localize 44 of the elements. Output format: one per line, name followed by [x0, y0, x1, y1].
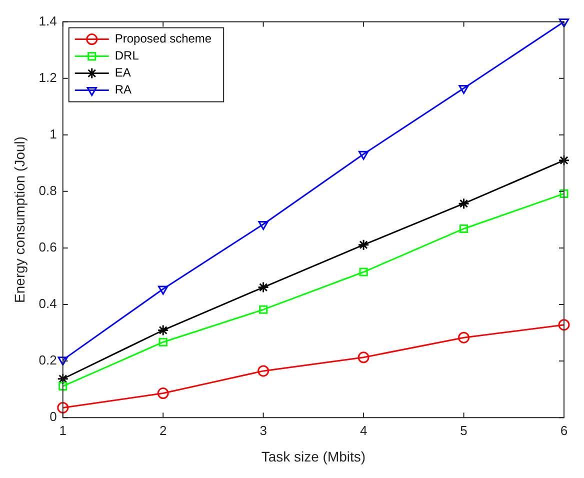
- point: [358, 150, 369, 160]
- point: [560, 189, 568, 198]
- y-tick-label: 1: [50, 126, 57, 142]
- y-tick-label: 0.8: [38, 183, 57, 198]
- point: [459, 224, 468, 234]
- legend-label: EA: [114, 66, 131, 80]
- x-tick-label: 4: [360, 422, 368, 438]
- point: [458, 84, 469, 94]
- point: [558, 319, 570, 331]
- point: [359, 268, 368, 276]
- point: [57, 402, 69, 414]
- point: [258, 220, 268, 230]
- point: [58, 382, 68, 391]
- x-tick-label: 5: [460, 422, 468, 438]
- legend-label: Proposed scheme: [114, 32, 212, 46]
- y-tick-label: 1.4: [38, 13, 57, 28]
- point: [58, 356, 68, 366]
- point: [57, 373, 69, 385]
- x-tick-label: 2: [159, 422, 167, 438]
- point: [458, 332, 470, 344]
- x-tick-label: 1: [59, 422, 66, 438]
- x-axis-title: Task size (Mbits): [261, 448, 366, 464]
- x-tick-label: 6: [560, 422, 568, 438]
- y-tick-label: 0.2: [38, 352, 57, 368]
- point: [258, 282, 270, 294]
- point: [358, 352, 370, 364]
- point: [158, 286, 168, 295]
- y-tick-label: 1.2: [38, 70, 57, 85]
- legend-label: RA: [114, 82, 132, 97]
- y-tick-label: 0: [50, 409, 57, 424]
- point: [158, 338, 168, 346]
- legend-label: DRL: [114, 48, 140, 63]
- point: [558, 154, 570, 166]
- point: [157, 388, 169, 400]
- point: [259, 305, 268, 314]
- point: [358, 239, 370, 251]
- point: [458, 198, 470, 210]
- point: [258, 365, 270, 377]
- y-tick-label: 0.4: [38, 296, 57, 312]
- x-tick-label: 3: [260, 422, 267, 438]
- point: [157, 324, 169, 336]
- y-axis-title: Energy consumption (Joul): [11, 136, 28, 303]
- y-tick-label: 0.6: [38, 240, 57, 255]
- point: [558, 18, 570, 28]
